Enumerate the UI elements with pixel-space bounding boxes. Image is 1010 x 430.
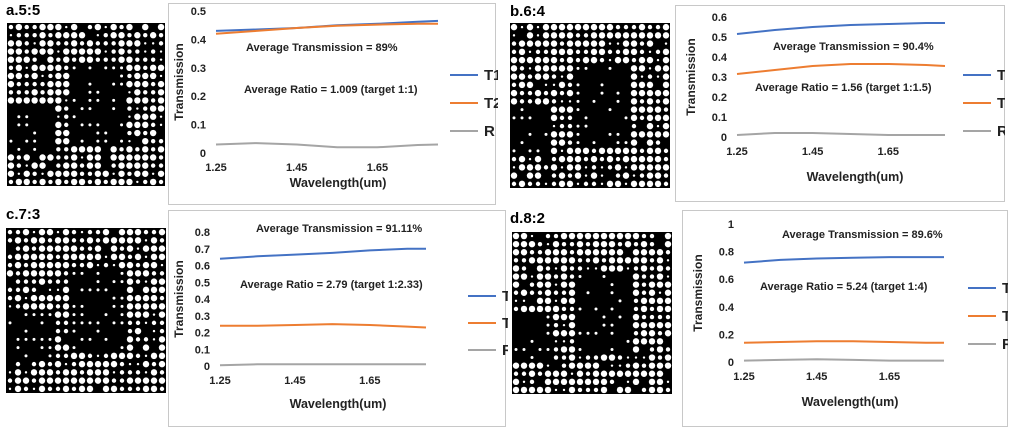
series-line-t2 [215, 22, 438, 35]
x-tick-label: 1.25 [205, 162, 226, 174]
y-axis-label: Transmission [691, 254, 705, 331]
legend-label-t1: T1 [1002, 280, 1008, 297]
pattern-dots [6, 228, 166, 393]
pattern-image-c [6, 228, 166, 393]
legend-label-t1: T1 [997, 67, 1005, 84]
legend-label-t2: T2 [997, 95, 1005, 112]
y-tick-label: 0 [728, 357, 734, 369]
y-axis-label: Transmission [684, 38, 698, 115]
panel-label-b: b.6:4 [510, 3, 546, 20]
panel-label-a: a.5:5 [6, 2, 41, 19]
y-axis-label: Transmission [172, 43, 186, 120]
annotation: Average Transmission = 91.11% [256, 223, 422, 235]
y-tick-label: 0.7 [195, 244, 210, 256]
pattern-image-d [512, 232, 672, 394]
x-axis-label: Wavelength(um) [802, 395, 899, 409]
y-tick-label: 0.5 [191, 6, 206, 18]
x-axis-label: Wavelength(um) [807, 170, 904, 184]
annotation: Average Ratio = 1.56 (target 1:1.5) [755, 82, 932, 94]
series-line-r [219, 363, 426, 367]
chart-b: 0 0.1 0.2 0.3 0.4 0.5 0.6 1.25 1.45 1.65 Wavelengt… [684, 12, 1005, 184]
x-tick-label: 1.65 [359, 375, 380, 387]
x-tick-label: 1.65 [878, 146, 899, 158]
legend-label-t1: T1 [502, 288, 508, 305]
y-tick-label: 0.2 [191, 91, 206, 103]
x-tick-label: 1.45 [802, 146, 823, 158]
legend-label-t2: T2 [484, 95, 498, 112]
series-line-t2 [736, 63, 946, 75]
series-line-t1 [736, 22, 945, 35]
series-line-t1 [219, 247, 426, 260]
x-tick-label: 1.25 [209, 375, 230, 387]
y-tick-label: 0.5 [712, 32, 727, 44]
pattern-dots [510, 23, 670, 188]
x-tick-label: 1.45 [286, 162, 307, 174]
x-tick-label: 1.65 [367, 162, 388, 174]
annotation: Average Transmission = 89% [246, 42, 398, 54]
x-tick-label: 1.45 [284, 375, 305, 387]
chart-frame-d [682, 210, 1008, 427]
chart-frame-b [675, 5, 1005, 202]
pattern-dots [512, 232, 672, 394]
series-line-t2 [220, 323, 427, 329]
x-tick-label: 1.25 [733, 371, 754, 383]
legend-label-t1: T1 [484, 67, 498, 84]
x-tick-label: 1.45 [806, 371, 827, 383]
panel-label-d: d.8:2 [510, 210, 546, 227]
series-line-t2 [743, 340, 944, 344]
panel-label-c: c.7:3 [6, 206, 41, 223]
y-tick-label: 0 [200, 148, 206, 160]
series-line-r [743, 358, 944, 362]
series-line-r [736, 132, 945, 136]
y-tick-label: 0 [721, 132, 727, 144]
y-tick-label: 0.1 [712, 112, 727, 124]
chart-frame-a [168, 3, 496, 205]
legend-label-r: R [1002, 336, 1008, 353]
y-tick-label: 0.8 [195, 227, 210, 239]
y-tick-label: 0.1 [191, 120, 206, 132]
y-axis-label: Transmission [172, 260, 186, 337]
chart-frame-c [168, 210, 506, 427]
legend-label-t2: T2 [1002, 308, 1008, 325]
y-tick-label: 1 [728, 219, 734, 231]
annotation: Average Transmission = 89.6% [782, 229, 943, 241]
y-tick-label: 0.5 [195, 277, 210, 289]
y-tick-label: 0.6 [719, 274, 734, 286]
x-axis-label: Wavelength(um) [290, 176, 387, 190]
y-tick-label: 0.2 [712, 92, 727, 104]
y-tick-label: 0.3 [195, 311, 210, 323]
x-tick-label: 1.25 [726, 146, 747, 158]
y-tick-label: 0.4 [191, 34, 207, 46]
x-axis-label: Wavelength(um) [290, 397, 387, 411]
annotation: Average Ratio = 5.24 (target 1:4) [760, 281, 928, 293]
series-line-r [215, 142, 439, 149]
legend-label-r: R [502, 342, 508, 359]
x-tick-label: 1.65 [879, 371, 900, 383]
annotation: Average Transmission = 90.4% [773, 41, 934, 53]
pattern-image-b [510, 23, 670, 188]
pattern-image-a [7, 23, 165, 186]
legend-label-t2: T2 [502, 315, 508, 332]
y-tick-label: 0.1 [195, 344, 210, 356]
y-tick-label: 0.4 [712, 52, 728, 64]
annotation: Average Ratio = 2.79 (target 1:2.33) [240, 279, 423, 291]
y-tick-label: 0.6 [195, 261, 210, 273]
chart-c: 0 0.1 0.2 0.3 0.4 0.5 0.6 0.7 0.8 1.25 1.45 1.65 Wav… [172, 223, 508, 411]
chart-a: 0 0.1 0.2 0.3 0.4 0.5 1.25 1.45 1.65 Wavelength(u… [172, 6, 498, 190]
y-tick-label: 0.6 [712, 12, 727, 24]
y-tick-label: 0.3 [712, 72, 727, 84]
y-tick-label: 0 [204, 361, 210, 373]
y-tick-label: 0.4 [719, 302, 735, 314]
legend-label-r: R [484, 123, 495, 140]
chart-d: 0 0.2 0.4 0.6 0.8 1 1.25 1.45 1.65 Wavelength(um)… [691, 219, 1008, 409]
legend-label-r: R [997, 123, 1005, 140]
pattern-dots [7, 23, 165, 186]
series-line-t1 [743, 256, 944, 264]
annotation: Average Ratio = 1.009 (target 1:1) [244, 84, 418, 96]
y-tick-label: 0.3 [191, 63, 206, 75]
y-tick-label: 0.2 [195, 328, 210, 340]
y-tick-label: 0.2 [719, 329, 734, 341]
y-tick-label: 0.4 [195, 294, 211, 306]
y-tick-label: 0.8 [719, 247, 734, 259]
